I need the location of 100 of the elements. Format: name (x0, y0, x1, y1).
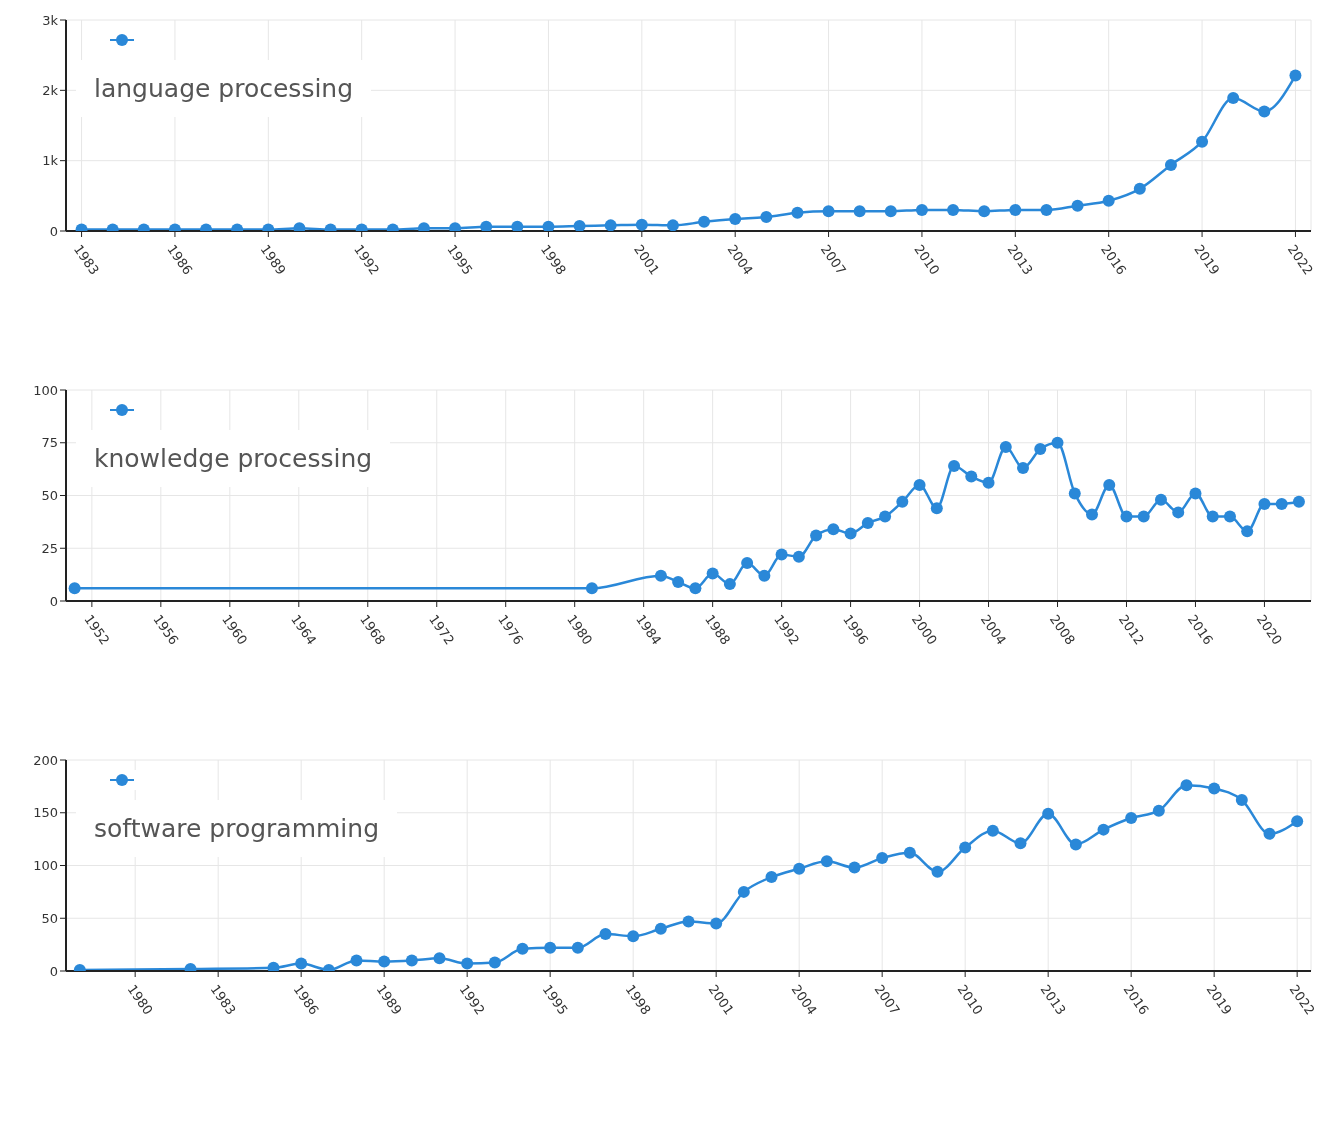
point (1103, 478, 1116, 491)
point (544, 941, 557, 954)
point (1189, 487, 1202, 500)
point (810, 529, 823, 542)
y-tick-label: 75 (41, 435, 58, 451)
point (861, 516, 874, 529)
point (295, 957, 308, 970)
point (511, 220, 524, 231)
y-tick-label: 3k (42, 12, 59, 28)
point (1071, 199, 1084, 212)
point (959, 841, 972, 854)
point (884, 205, 897, 218)
point (793, 862, 806, 875)
legend-label: knowledge processing (76, 430, 391, 487)
point (1291, 815, 1304, 828)
y-tick-label: 0 (49, 223, 58, 239)
point (1206, 510, 1219, 523)
point (913, 478, 926, 491)
point (1097, 823, 1110, 836)
point (729, 213, 742, 226)
point (627, 930, 640, 943)
point (737, 885, 750, 898)
y-tick-label: 25 (41, 540, 58, 556)
point (682, 915, 695, 928)
point (741, 557, 754, 570)
point (1040, 203, 1053, 216)
point (1292, 495, 1305, 508)
point (931, 865, 944, 878)
point (1014, 837, 1027, 850)
point (1235, 794, 1248, 807)
point (604, 219, 617, 231)
point (915, 203, 928, 216)
point (585, 582, 598, 595)
point (1133, 182, 1146, 195)
point (982, 476, 995, 489)
y-tick-label: 0 (49, 593, 58, 609)
point (775, 548, 788, 561)
point (1051, 436, 1064, 449)
y-tick-label: 50 (41, 488, 58, 504)
y-tick-label: 100 (33, 858, 58, 874)
point (689, 582, 702, 595)
point (710, 917, 723, 930)
y-tick-label: 1k (42, 153, 59, 169)
y-tick-label: 50 (41, 910, 58, 926)
point (844, 527, 857, 540)
point (1275, 497, 1288, 510)
point (654, 922, 667, 935)
point (930, 502, 943, 515)
point (948, 459, 961, 472)
point (1137, 510, 1150, 523)
point (1125, 812, 1138, 825)
point (853, 205, 866, 218)
point (896, 495, 909, 508)
point (1034, 443, 1047, 456)
point (516, 942, 529, 955)
point (488, 956, 501, 969)
point (876, 852, 889, 865)
point (765, 871, 778, 884)
point (350, 954, 363, 967)
point (1227, 92, 1240, 105)
y-tick-label: 150 (33, 805, 58, 821)
point (267, 961, 280, 971)
point (1017, 462, 1030, 475)
point (1120, 510, 1133, 523)
point (1102, 194, 1115, 207)
point (480, 220, 493, 231)
point (405, 954, 418, 967)
point (820, 855, 833, 868)
point (706, 567, 719, 580)
point (1208, 782, 1221, 795)
point (986, 824, 999, 837)
point (542, 220, 555, 231)
point (635, 218, 648, 231)
point (573, 220, 586, 231)
point (758, 569, 771, 582)
point (1152, 804, 1165, 817)
point (723, 578, 736, 591)
point (792, 550, 805, 563)
point (571, 941, 584, 954)
point (599, 928, 612, 941)
point (1263, 827, 1276, 840)
y-tick-label: 2k (42, 82, 59, 98)
point (879, 510, 892, 523)
point (947, 203, 960, 216)
point (1289, 69, 1302, 82)
point (666, 219, 679, 231)
point (461, 957, 474, 970)
point (1009, 203, 1022, 216)
point (1258, 105, 1271, 118)
point (903, 846, 916, 859)
point (848, 861, 861, 874)
point (791, 206, 804, 219)
point (760, 210, 773, 223)
point (1069, 838, 1082, 851)
point (1086, 508, 1098, 521)
point (965, 470, 978, 483)
point (1068, 487, 1081, 500)
y-tick-label: 0 (49, 963, 58, 979)
point (698, 215, 711, 228)
point (378, 955, 391, 968)
